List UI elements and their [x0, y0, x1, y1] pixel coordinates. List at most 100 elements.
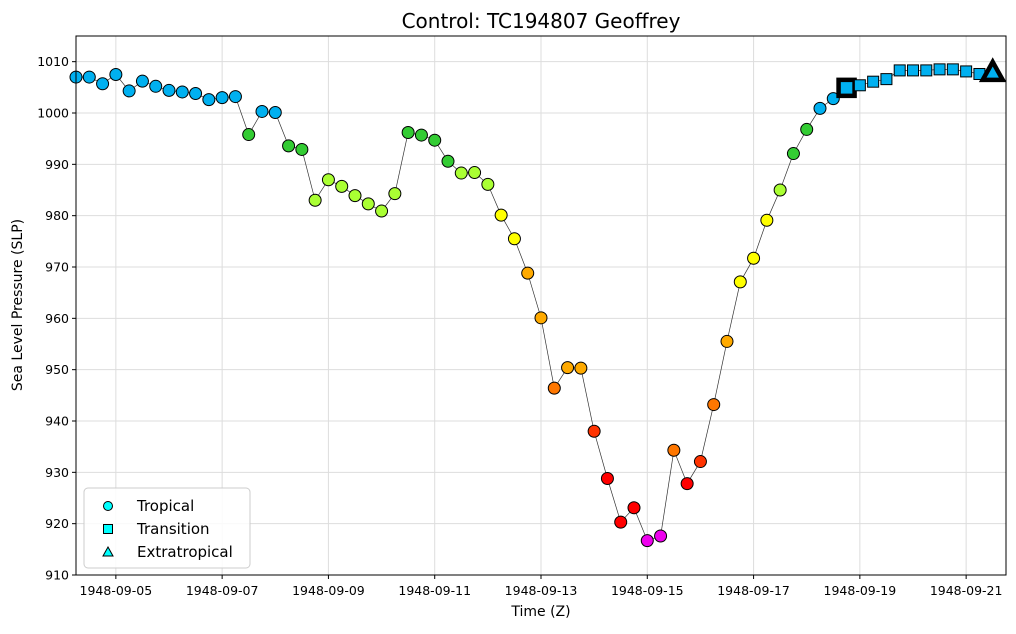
- x-tick-label: 1948-09-13: [505, 583, 578, 598]
- data-point-triangle: [978, 57, 1007, 83]
- data-point-circle: [561, 361, 575, 375]
- data-point-circle: [574, 361, 588, 375]
- legend: Tropical Transition Extratropical: [83, 487, 251, 569]
- data-point-square: [907, 64, 919, 77]
- data-point-circle: [401, 126, 415, 140]
- legend-label: Tropical: [136, 497, 194, 515]
- y-tick-label: 940: [45, 414, 69, 429]
- y-tick-label: 1000: [37, 106, 69, 121]
- data-point-circle: [255, 104, 269, 118]
- data-point-square: [946, 63, 959, 76]
- data-point-circle: [468, 166, 482, 180]
- x-axis-label: Time (Z): [510, 604, 570, 620]
- data-point-circle: [441, 154, 455, 168]
- y-tick-label: 930: [45, 465, 69, 480]
- data-point-circle: [122, 84, 136, 98]
- data-point-circle: [335, 179, 349, 193]
- data-point-circle: [507, 232, 521, 246]
- data-point-circle: [680, 477, 694, 491]
- x-tick-label: 1948-09-07: [186, 583, 259, 598]
- y-tick-label: 910: [45, 568, 69, 583]
- data-point-circle: [760, 213, 774, 227]
- data-point-circle: [295, 142, 309, 156]
- x-tick-label: 1948-09-19: [824, 583, 897, 598]
- data-point-square: [853, 79, 866, 92]
- data-point-circle: [149, 79, 163, 93]
- data-point-square: [880, 73, 893, 86]
- data-point-circle: [813, 101, 827, 115]
- data-point-circle: [96, 77, 110, 91]
- data-point-circle: [521, 266, 535, 280]
- data-point-circle: [242, 128, 256, 142]
- y-axis-label: Sea Level Pressure (SLP): [10, 219, 26, 391]
- chart-title: Control: TC194807 Geoffrey: [402, 9, 681, 33]
- data-point-circle: [361, 197, 375, 211]
- y-tick-label: 990: [45, 157, 69, 172]
- data-point-circle: [773, 183, 787, 197]
- data-markers: [69, 57, 1007, 548]
- y-tick-label: 960: [45, 311, 69, 326]
- data-point-square: [960, 65, 973, 78]
- x-tick-label: 1948-09-17: [717, 583, 790, 598]
- data-point-circle: [547, 381, 561, 395]
- data-point-circle: [454, 166, 468, 180]
- data-point-circle: [640, 534, 654, 548]
- data-point-circle: [428, 133, 442, 147]
- data-point-circle: [667, 443, 681, 457]
- y-tick-label: 1010: [37, 54, 69, 69]
- y-tick-label: 920: [45, 516, 69, 531]
- data-point-square: [836, 77, 857, 99]
- data-point-circle: [82, 70, 96, 84]
- data-point-circle: [481, 177, 495, 191]
- data-point-square: [867, 75, 880, 88]
- data-point-circle: [135, 74, 149, 88]
- data-point-circle: [707, 398, 721, 412]
- data-point-circle: [800, 122, 814, 136]
- data-point-circle: [375, 204, 389, 218]
- y-tick-label: 970: [45, 260, 69, 275]
- x-tick-label: 1948-09-09: [292, 583, 365, 598]
- axes: 910 920 930 940 950 960 970 980 990 1000 1010 1948-…: [37, 35, 1007, 598]
- x-tick-label: 1948-09-11: [398, 583, 471, 598]
- data-point-circle: [654, 529, 668, 543]
- legend-marker-circle: [103, 501, 113, 511]
- x-tick-label: 1948-09-21: [930, 583, 1003, 598]
- y-tick-label: 980: [45, 208, 69, 223]
- data-point-circle: [733, 275, 747, 289]
- data-point-circle: [228, 90, 242, 104]
- x-tick-label: 1948-09-15: [611, 583, 684, 598]
- data-point-circle: [175, 85, 189, 99]
- legend-marker-triangle: [102, 545, 114, 557]
- data-point-circle: [162, 83, 176, 97]
- data-point-circle: [614, 515, 628, 529]
- data-point-circle: [268, 105, 282, 119]
- grid: [76, 36, 1006, 576]
- plot-frame: [75, 35, 1007, 576]
- data-point-circle: [215, 91, 229, 105]
- data-point-circle: [627, 501, 641, 515]
- data-point-circle: [189, 86, 203, 100]
- data-point-square: [933, 63, 946, 76]
- legend-label: Transition: [136, 520, 210, 538]
- data-point-square: [920, 64, 933, 77]
- data-point-circle: [388, 187, 402, 201]
- data-point-square: [893, 64, 906, 77]
- data-point-circle: [321, 173, 335, 187]
- data-point-circle: [414, 128, 428, 142]
- legend-label: Extratropical: [137, 543, 233, 561]
- legend-box: [83, 487, 251, 569]
- data-point-circle: [693, 455, 707, 469]
- data-point-circle: [109, 68, 123, 81]
- data-point-circle: [587, 424, 601, 438]
- legend-marker-square: [103, 524, 113, 534]
- data-point-circle: [282, 139, 296, 153]
- data-point-circle: [308, 193, 322, 207]
- data-point-circle: [720, 334, 734, 348]
- data-point-circle: [600, 471, 614, 485]
- data-point-circle: [826, 92, 840, 106]
- data-point-circle: [494, 208, 508, 222]
- data-point-circle: [348, 189, 362, 203]
- data-point-circle: [786, 147, 800, 161]
